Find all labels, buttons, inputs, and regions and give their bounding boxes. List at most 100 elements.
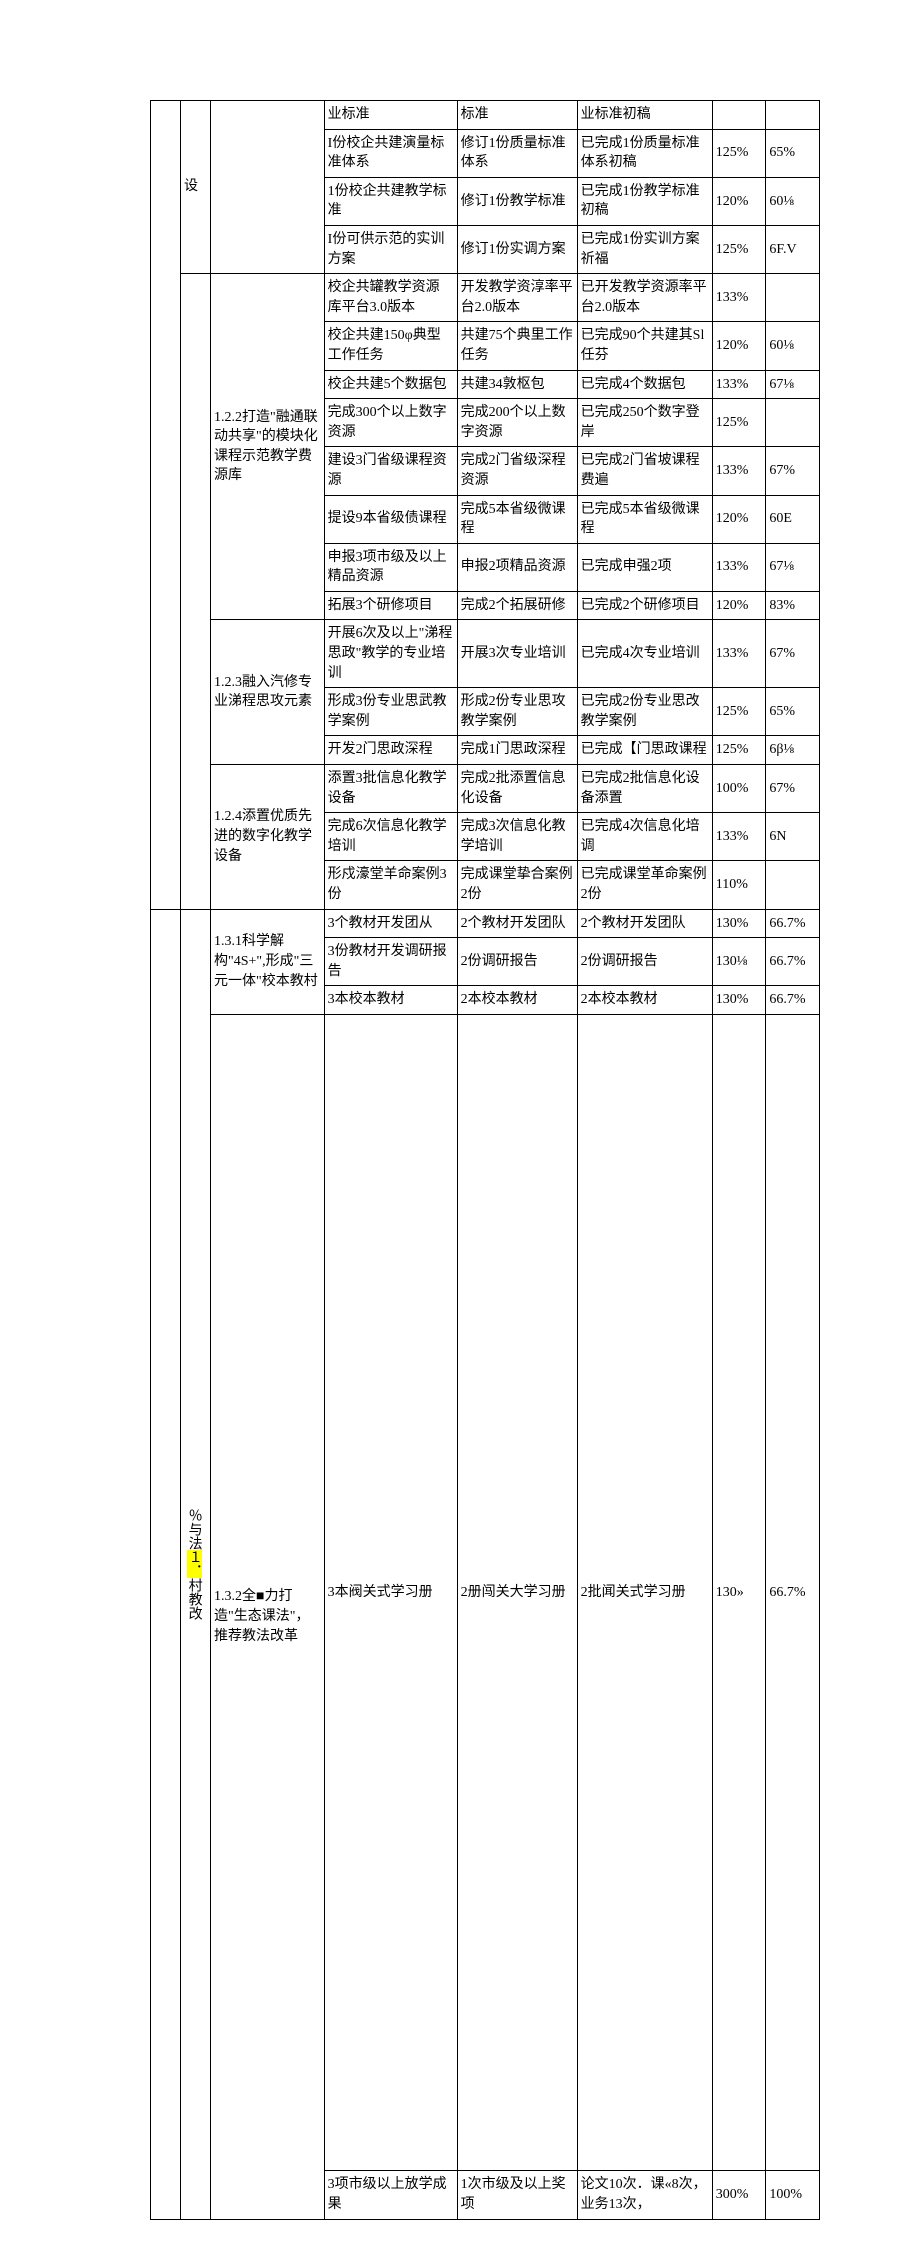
cell	[766, 861, 820, 909]
cell: 60⅛	[766, 322, 820, 370]
cell: 开发2门思政深程	[324, 736, 457, 765]
cell: 67%	[766, 620, 820, 688]
cell: 修订1份实调方案	[457, 225, 577, 273]
cell: 3项市级以上放学成果	[324, 2171, 457, 2219]
cell: 133%	[712, 543, 766, 591]
cell: 形成2份专业思攻教学案例	[457, 688, 577, 736]
cell: I份可供示范的实训方案	[324, 225, 457, 273]
table-row: 1.2.2打造"融通联动共享"的模块化课程示范教学费源库 校企共罐教学资源库平台…	[151, 274, 820, 322]
cell: 完成1门思政深程	[457, 736, 577, 765]
cell: 66.7%	[766, 938, 820, 986]
cell: 130»	[712, 1014, 766, 2170]
cell: 提设9本省级债课程	[324, 495, 457, 543]
cell: 校企共罐教学资源库平台3.0版本	[324, 274, 457, 322]
cell: 120%	[712, 591, 766, 620]
cell: 125%	[712, 129, 766, 177]
cell-sec132: 1.3.2全■力打造"生态课法"，推荐教法改革	[211, 1014, 325, 2219]
cell: 3个教材开发团从	[324, 909, 457, 938]
cell: 完成6次信息化教学培训	[324, 813, 457, 861]
cell: 66.7%	[766, 986, 820, 1015]
cell: 已完成【门思政课程	[577, 736, 712, 765]
cell: I份校企共建演量标准体系	[324, 129, 457, 177]
cell: 6F.V	[766, 225, 820, 273]
sidebar-bottom: 村教改	[187, 1578, 202, 1620]
cell: 2个教材开发团队	[457, 909, 577, 938]
cell-sec124: 1.2.4添置优质先进的数字化教学设备	[211, 765, 325, 910]
cell: 已完成申强2项	[577, 543, 712, 591]
cell: 120%	[712, 177, 766, 225]
cell: 300%	[712, 2171, 766, 2219]
cell: 125%	[712, 225, 766, 273]
cell: 2本校本教材	[577, 986, 712, 1015]
cell: 开发教学资淳率平台2.0版本	[457, 274, 577, 322]
data-table: 设 业标准 标准 业标准初稿 I份校企共建演量标准体系 修订1份质量标准体系 已…	[150, 100, 820, 2220]
cell-col0-lower	[151, 909, 181, 2219]
cell: 133%	[712, 620, 766, 688]
cell: 已完成250个数字登岸	[577, 399, 712, 447]
cell: 开展6次及以上"涕程思政"教学的专业培训	[324, 620, 457, 688]
cell: 120%	[712, 495, 766, 543]
table-row: 设 业标准 标准 业标准初稿	[151, 101, 820, 130]
cell: 66.7%	[766, 909, 820, 938]
cell: 120%	[712, 322, 766, 370]
cell: 65%	[766, 688, 820, 736]
cell: 3份教材开发调研报告	[324, 938, 457, 986]
cell: 完成课堂挚合案例2份	[457, 861, 577, 909]
cell-sec-upper	[211, 101, 325, 274]
cell: 已完成90个共建其Sl任芬	[577, 322, 712, 370]
sidebar-top: ％与法	[187, 1508, 202, 1550]
cell: 133%	[712, 813, 766, 861]
sidebar-text: ％与法１．村教改	[184, 914, 204, 2215]
cell: 已完成4个数据包	[577, 370, 712, 399]
cell: 已完成1份教学标准初稿	[577, 177, 712, 225]
cell: 完成3次信息化教学培训	[457, 813, 577, 861]
cell: 共建75个典里工作任务	[457, 322, 577, 370]
cell: 130⅛	[712, 938, 766, 986]
cell: 1份校企共建教学标准	[324, 177, 457, 225]
cell: 67%	[766, 765, 820, 813]
cell: 标准	[457, 101, 577, 130]
cell: 已完成2个研修项目	[577, 591, 712, 620]
cell: 2册闯关大学习册	[457, 1014, 577, 2170]
cell-sec122: 1.2.2打造"融通联动共享"的模块化课程示范教学费源库	[211, 274, 325, 620]
cell: 83%	[766, 591, 820, 620]
cell: 133%	[712, 370, 766, 399]
cell: 已完成1份实训方案祈福	[577, 225, 712, 273]
table-row: 1.2.3融入汽修专业涕程思攻元素 开展6次及以上"涕程思政"教学的专业培训 开…	[151, 620, 820, 688]
table-row: 1.3.2全■力打造"生态课法"，推荐教法改革 3本阀关式学习册 2册闯关大学习…	[151, 1014, 820, 2170]
cell	[766, 399, 820, 447]
cell: 已完成4次专业培训	[577, 620, 712, 688]
cell: 已完成2门省坡课程费遍	[577, 447, 712, 495]
cell: 业标准初稿	[577, 101, 712, 130]
cell: 65%	[766, 129, 820, 177]
cell: 60⅛	[766, 177, 820, 225]
cell	[766, 274, 820, 322]
cell: 已开发教学资源率平台2.0版本	[577, 274, 712, 322]
cell: 1次市级及以上奖项	[457, 2171, 577, 2219]
table-row: 1.2.4添置优质先进的数字化教学设备 添置3批信息化教学设备 完成2批添置信息…	[151, 765, 820, 813]
cell: 拓展3个研修项目	[324, 591, 457, 620]
cell: 形戍濠堂羊命案例3份	[324, 861, 457, 909]
cell: 共建34敦枢包	[457, 370, 577, 399]
cell: 已完成1份质量标准体系初稿	[577, 129, 712, 177]
cell: 2批闻关式学习册	[577, 1014, 712, 2170]
cell: 校企共建5个数据包	[324, 370, 457, 399]
cell: 申报3项市级及以上精品资源	[324, 543, 457, 591]
table-row: ％与法１．村教改 1.3.1科学解构"4S+",形成"三元一体"校本教村 3个教…	[151, 909, 820, 938]
cell: 130%	[712, 909, 766, 938]
cell: 6β⅛	[766, 736, 820, 765]
cell-col1-mid	[181, 274, 211, 909]
cell-sidebar: ％与法１．村教改	[181, 909, 211, 2219]
cell: 修订1份质量标准体系	[457, 129, 577, 177]
cell: 完成300个以上数字资源	[324, 399, 457, 447]
cell: 申报2项精品资源	[457, 543, 577, 591]
cell: 67⅛	[766, 370, 820, 399]
cell-sec123: 1.2.3融入汽修专业涕程思攻元素	[211, 620, 325, 765]
cell	[766, 101, 820, 130]
cell-sec131: 1.3.1科学解构"4S+",形成"三元一体"校本教村	[211, 909, 325, 1014]
cell: 完成2门省级深程资源	[457, 447, 577, 495]
cell: 已完成5本省级微课程	[577, 495, 712, 543]
cell: 130%	[712, 986, 766, 1015]
cell: 60E	[766, 495, 820, 543]
cell: 133%	[712, 447, 766, 495]
